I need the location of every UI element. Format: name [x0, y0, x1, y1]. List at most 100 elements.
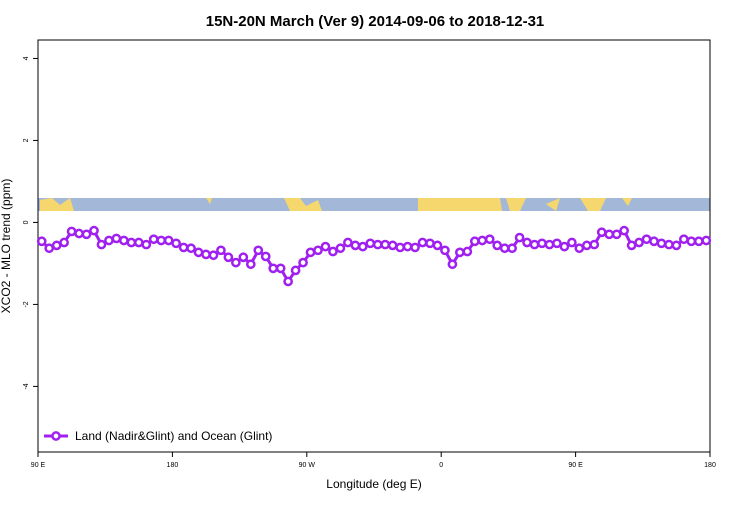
data-point [477, 235, 488, 246]
data-point [238, 252, 249, 263]
data-point [529, 239, 540, 250]
plot-frame [37, 39, 711, 453]
data-point [656, 238, 667, 249]
data-point [201, 249, 211, 260]
land-patch [284, 198, 322, 211]
data-point [133, 237, 144, 248]
data-point [141, 239, 152, 250]
data-point [343, 237, 353, 248]
data-point [186, 243, 196, 254]
data-point [559, 241, 570, 252]
data-point [649, 236, 659, 247]
data-point [357, 241, 368, 252]
y-tick-label: 4 [23, 56, 30, 60]
data-point [447, 259, 458, 270]
data-point [410, 242, 420, 253]
data-point [671, 240, 682, 251]
land-patch [40, 198, 74, 211]
data-point [51, 240, 62, 251]
x-axis-label: Longitude (deg E) [326, 477, 421, 491]
data-point [686, 236, 697, 247]
x-tick-label: 90 E [568, 462, 583, 469]
data-point [462, 246, 473, 257]
data-point [499, 243, 510, 254]
data-point [119, 235, 129, 246]
data-point [260, 251, 271, 262]
data-point [440, 245, 450, 256]
y-tick-label: 0 [23, 220, 30, 224]
data-point [552, 238, 562, 249]
data-point [395, 242, 405, 253]
y-tick-label: -2 [23, 301, 30, 307]
data-point [432, 240, 443, 251]
data-point [335, 243, 346, 254]
data-point [701, 235, 712, 246]
data-point [328, 246, 338, 257]
data-point [365, 238, 376, 249]
data-point [581, 240, 592, 251]
data-point [693, 236, 704, 247]
data-point [171, 238, 181, 249]
y-tick-label: 2 [23, 138, 30, 142]
data-point [74, 228, 84, 239]
land-patch [506, 198, 526, 211]
data-point [634, 237, 644, 248]
data-point [567, 237, 577, 248]
data-point [208, 250, 219, 261]
data-point [537, 238, 547, 249]
data-point [231, 257, 241, 268]
data-point [178, 242, 189, 253]
data-point [245, 259, 256, 270]
data-point [163, 235, 174, 246]
data-point [156, 235, 167, 246]
data-point [626, 240, 637, 251]
chart-title: 15N-20N March (Ver 9) 2014-09-06 to 2018… [206, 13, 545, 30]
legend-swatch-marker [51, 431, 61, 441]
data-point [425, 238, 435, 249]
data-point [223, 252, 234, 263]
data-point [574, 243, 585, 254]
data-point [664, 239, 674, 250]
data-point [604, 229, 615, 240]
data-point [126, 237, 137, 248]
data-point [402, 241, 413, 252]
data-point [492, 240, 503, 251]
data-point [36, 236, 47, 247]
data-point [253, 245, 264, 256]
land-patch [546, 198, 560, 211]
data-point [514, 232, 525, 243]
data-point [350, 240, 361, 251]
land-patch [206, 198, 212, 204]
data-point [111, 233, 122, 244]
data-point [544, 239, 555, 250]
data-point [455, 247, 465, 258]
land-ocean-strip [38, 198, 710, 211]
data-point [320, 241, 331, 252]
data-point [59, 237, 69, 248]
data-point [313, 245, 323, 256]
data-point [148, 234, 159, 245]
data-point [641, 234, 652, 245]
y-tick-label: -4 [23, 383, 30, 389]
data-point [290, 265, 301, 276]
data-point [589, 239, 600, 250]
data-point [522, 237, 532, 248]
data-point [387, 240, 398, 251]
ocean-band [38, 198, 710, 211]
land-patch [580, 198, 606, 211]
data-point [611, 229, 622, 240]
data-point [81, 229, 92, 240]
data-point [89, 225, 99, 236]
data-point [596, 227, 607, 238]
data-point [193, 247, 204, 258]
data-point [275, 263, 286, 274]
data-point [44, 243, 55, 254]
x-tick-label: 90 W [299, 462, 316, 469]
data-point [298, 257, 308, 268]
x-tick-label: 180 [704, 462, 716, 469]
data-point [216, 245, 226, 256]
data-point [417, 237, 428, 248]
y-axis-label: XCO2 - MLO trend (ppm) [0, 179, 13, 314]
